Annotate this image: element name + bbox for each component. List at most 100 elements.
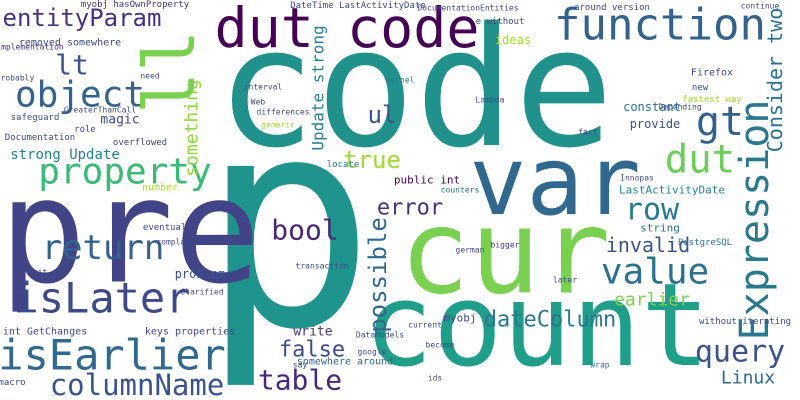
word: property [38,152,211,193]
word: columnName [50,368,225,400]
word: Web [251,98,266,107]
word: possible [364,217,392,333]
word: return [42,228,165,268]
word: interval [244,83,283,92]
word: bigger [491,241,520,250]
word: e without [476,17,525,27]
word: become [426,341,455,350]
word: role [74,125,96,135]
word: bit [33,268,48,277]
word: dateColumn [484,308,616,333]
word: myobj hasOwnProperty [81,0,190,10]
word: myobj [443,312,476,325]
word: ul [368,101,397,129]
word: locate [327,160,360,170]
word: problem [175,267,226,281]
word: eventually [143,223,198,233]
word: generic [261,121,295,130]
word: clarify [206,235,245,245]
word: Consider two [763,8,787,153]
word: Linux [721,368,775,389]
word: differences [257,108,310,117]
word: LastActivityDate [619,184,725,197]
word: pre [0,148,261,317]
word: overflowed [113,138,167,148]
word: cur [399,184,610,321]
word: new [692,83,709,93]
word: ids [428,374,443,383]
word: Lambda [476,96,505,105]
word: number [142,183,178,194]
word: implementation [0,43,64,52]
word: fastest way [682,95,742,105]
word: constant [623,100,681,114]
word: ll [129,30,211,114]
word: DateTime LastActivityDate [290,1,425,11]
word: Expression [732,100,778,341]
word: somewhere around [297,357,393,368]
word: complains [156,238,200,247]
word: counters [441,186,480,195]
word: DataModels [356,331,404,340]
word: public int [394,174,460,187]
word: keys properties [145,327,235,338]
word: say [293,361,308,370]
word: google [358,348,387,357]
word: count [364,259,710,393]
word: invalid [606,233,690,257]
word: true [343,146,401,174]
word: wrap [590,361,609,370]
word: around version [574,3,650,13]
word: int GetChanges [3,327,87,338]
word: isEarlier [0,331,226,380]
word: false [279,338,345,363]
word: object [15,75,145,116]
word: write [293,325,332,340]
word: PostgreSQL [678,238,732,248]
word: macro [0,378,26,388]
word: current [408,321,442,330]
word: string [640,222,680,235]
word: table [258,364,342,397]
word: earlier [614,290,690,311]
word: DocumentationEntities [417,4,518,13]
word: provide [630,117,681,131]
word: removed somewhere [19,38,121,49]
word: dut [665,138,735,183]
word: p [201,57,376,394]
word: fact [578,128,597,137]
word: Clarified [180,288,224,297]
word: gt [696,99,744,145]
word: safeguard [11,113,60,123]
word: Innopas [620,174,654,183]
word: german [456,246,485,255]
word: without iterating [699,317,791,327]
word: entityParam [3,4,162,32]
word: value [601,252,709,293]
word: Depending [658,103,702,112]
word: magic [100,113,139,128]
word: need [140,72,159,81]
word: later [553,276,577,285]
word: bool [271,214,338,247]
word: dut code [215,0,480,60]
word: isLater [13,274,190,323]
word: Documentation [5,133,75,143]
word: var [469,127,641,237]
word: transaction [296,262,349,271]
word: error [377,196,443,221]
word: something [182,79,203,177]
word: Update strong [309,25,328,150]
word: Firefox [691,68,733,79]
word: continue [741,2,780,11]
word: row [625,193,680,228]
word: function [554,0,766,51]
word: GreaterThanCall [64,106,136,115]
word: kernel [386,76,415,85]
word: query [695,335,785,370]
word: strong Update [10,147,120,163]
word: lt [55,49,89,82]
word: code [216,0,613,184]
word: probably [0,74,34,83]
